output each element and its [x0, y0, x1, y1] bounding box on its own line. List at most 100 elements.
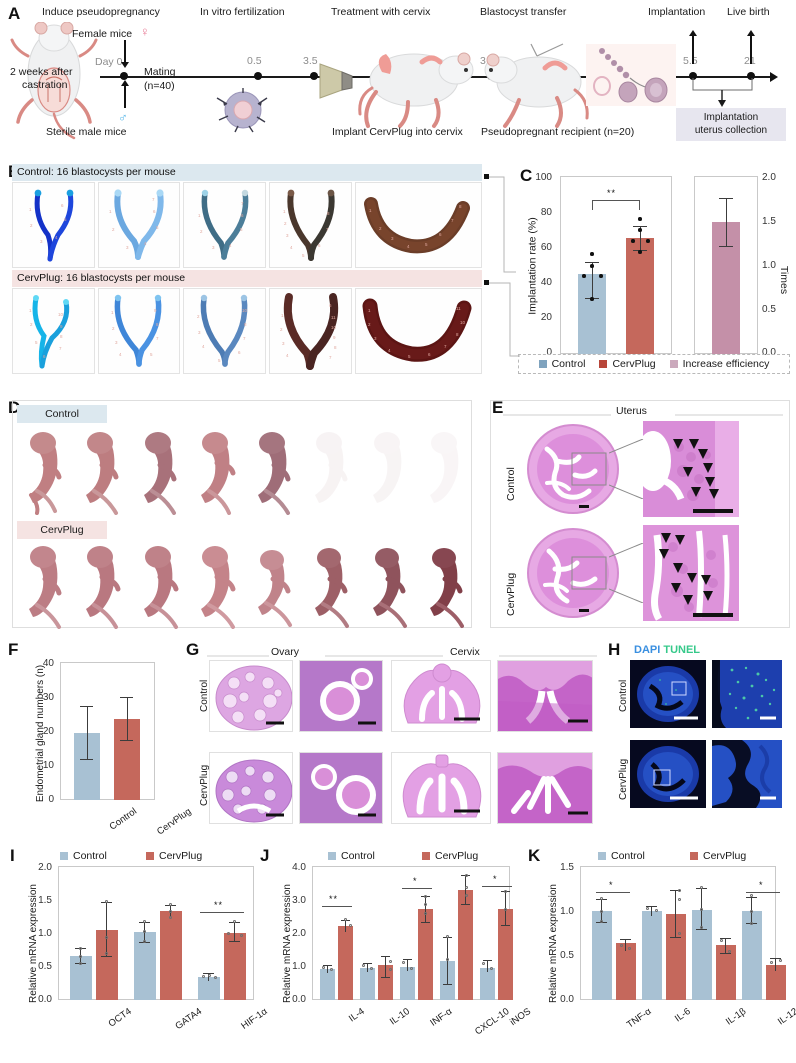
arrow-implantation: [689, 30, 696, 64]
svg-text:9: 9: [333, 335, 336, 340]
svg-text:9: 9: [60, 324, 63, 329]
panel-j-legend-swatch-control: [328, 852, 336, 860]
svg-text:6: 6: [153, 209, 156, 214]
uterus-image-control-3: 1 2 3 4 5 6 7: [183, 182, 267, 268]
panel-k-ytick-1-5: 1.5: [560, 862, 574, 873]
svg-text:2: 2: [30, 223, 33, 228]
panel-e-cervplug-section: [527, 528, 619, 618]
svg-text:6: 6: [439, 232, 442, 237]
panel-c-point-control: [590, 252, 594, 256]
panel-f-ytick-20: 20: [42, 726, 54, 737]
panel-h-title-dapi: DAPI: [634, 644, 661, 656]
panel-k-legend-label-cervplug: CervPlug: [703, 850, 747, 862]
panel-k-bar-il1b-cervplug: [716, 945, 736, 1000]
panel-j-error-il4-cervplug: [345, 920, 347, 932]
collection-line1: Implantation: [703, 112, 759, 123]
panel-k-ylabel: Relative mRNA expression: [547, 884, 559, 1003]
panel-k-bar-il1b-control: [692, 910, 712, 1000]
panel-c-ytick-40: 40: [540, 277, 552, 288]
panel-j-point: [370, 967, 374, 971]
panel-c-ytick2-1-0: 1.0: [762, 260, 776, 271]
panel-j-ytick-1-0: 1.0: [292, 961, 306, 972]
timeline-node-3-5a: [310, 72, 318, 80]
panel-i-point: [233, 920, 237, 924]
panel-j-ytick-3-0: 3.0: [292, 895, 306, 906]
panel-f-error-control: [86, 706, 88, 760]
panel-k-error-il12-cervplug: [775, 958, 777, 971]
svg-text:6: 6: [428, 352, 431, 357]
panel-k-bar-il12-cervplug: [766, 965, 786, 1000]
panel-i-legend-label-cervplug: CervPlug: [159, 850, 203, 862]
panel-j-point: [490, 967, 494, 971]
svg-text:1: 1: [198, 213, 201, 218]
label-castration-line2: castration: [22, 79, 68, 91]
panel-j-point: [349, 924, 353, 928]
panel-h-cervplug-zoom: [712, 740, 782, 808]
panel-k-legend-cervplug: CervPlug: [690, 850, 746, 862]
panel-i-point: [169, 916, 173, 920]
panel-k-point: [600, 910, 604, 914]
svg-text:3: 3: [212, 245, 215, 250]
panel-i-point: [227, 932, 231, 936]
svg-text:1: 1: [283, 209, 286, 214]
panel-j-errcap-il4-control: [323, 965, 332, 967]
panel-f-error-cervplug: [126, 697, 128, 741]
legend-swatch-cervplug: [599, 360, 608, 368]
panel-j-errcap-inos-cervplug-top: [501, 891, 510, 893]
svg-text:4: 4: [286, 353, 289, 358]
panel-g-title-cervix: Cervix: [450, 646, 480, 658]
uterus-image-cervplug-1: 1 2 5 6 7 8 9 10: [12, 288, 95, 374]
panel-k-bar-il6-cervplug: [666, 914, 686, 1000]
timepoint-5-5: 5.5: [683, 55, 698, 67]
panel-k-errcap-il12-control-top: [746, 897, 757, 899]
panel-k-errcap-il6-cervplug-top: [670, 890, 681, 892]
panel-h-title-slash: /: [660, 644, 664, 656]
svg-text:3: 3: [286, 233, 289, 238]
svg-text:1: 1: [109, 209, 112, 214]
treated-mouse-illustration: [358, 52, 474, 128]
panel-c-error-cervplug: [639, 226, 641, 250]
heading-induce-pseudopregnancy: Induce pseudopregnancy: [42, 6, 160, 18]
panel-j-errcap-cxcl10-control-bottom: [443, 984, 452, 986]
panel-j-point: [465, 894, 469, 898]
panel-k-mrna-chart: Control CervPlug Relative mRNA expressio…: [524, 848, 796, 1060]
panel-k-point: [620, 944, 624, 948]
heading-ivf: In vitro fertilization: [200, 6, 285, 18]
panel-e-scalebar-cervplug-left: [579, 609, 589, 612]
svg-text:3: 3: [115, 340, 118, 345]
uterus-image-cervplug-3: 2 3 4 5 6 7 8 10: [183, 288, 267, 374]
panel-i-label: I: [10, 846, 15, 865]
panel-c-error-increase: [725, 198, 727, 246]
panel-k-point: [700, 926, 704, 930]
panel-j-point: [465, 886, 469, 890]
svg-text:7: 7: [243, 336, 246, 341]
timeline-node-0-5: [254, 72, 262, 80]
panel-k-point: [770, 961, 774, 965]
panel-j-point: [410, 967, 414, 971]
svg-text:6: 6: [318, 243, 321, 248]
panel-c-point-control: [599, 274, 603, 278]
panel-k-point: [750, 910, 754, 914]
panel-j-sig-mark-inos: *: [493, 874, 498, 884]
svg-text:3: 3: [391, 236, 394, 241]
panel-j-point: [424, 912, 428, 916]
panel-i-point: [202, 975, 206, 979]
timepoint-0-5: 0.5: [247, 55, 262, 67]
panel-k-point: [646, 907, 650, 911]
panel-k-point: [700, 908, 704, 912]
panel-k-point: [750, 894, 754, 898]
panel-f-ytick-40: 40: [42, 658, 54, 669]
panel-j-point: [446, 958, 450, 962]
panel-j-point: [465, 874, 469, 878]
panel-j-error-inos-control: [487, 960, 489, 972]
pup-image-cervplug-3: [128, 539, 185, 631]
panel-j-errcap-infa-control: [403, 959, 412, 961]
panel-e-cervplug-zoom: [643, 525, 739, 621]
svg-text:2: 2: [284, 221, 287, 226]
panel-i-ytick-0-5: 0.5: [38, 961, 52, 972]
panel-c-sig-mark: **: [607, 188, 617, 198]
panel-j-xlabel-cxcl10: CXCL-10: [473, 1006, 512, 1038]
panel-i-point: [214, 976, 218, 980]
panel-c-ytick-0: 0: [546, 347, 552, 358]
svg-text:4: 4: [144, 241, 147, 246]
